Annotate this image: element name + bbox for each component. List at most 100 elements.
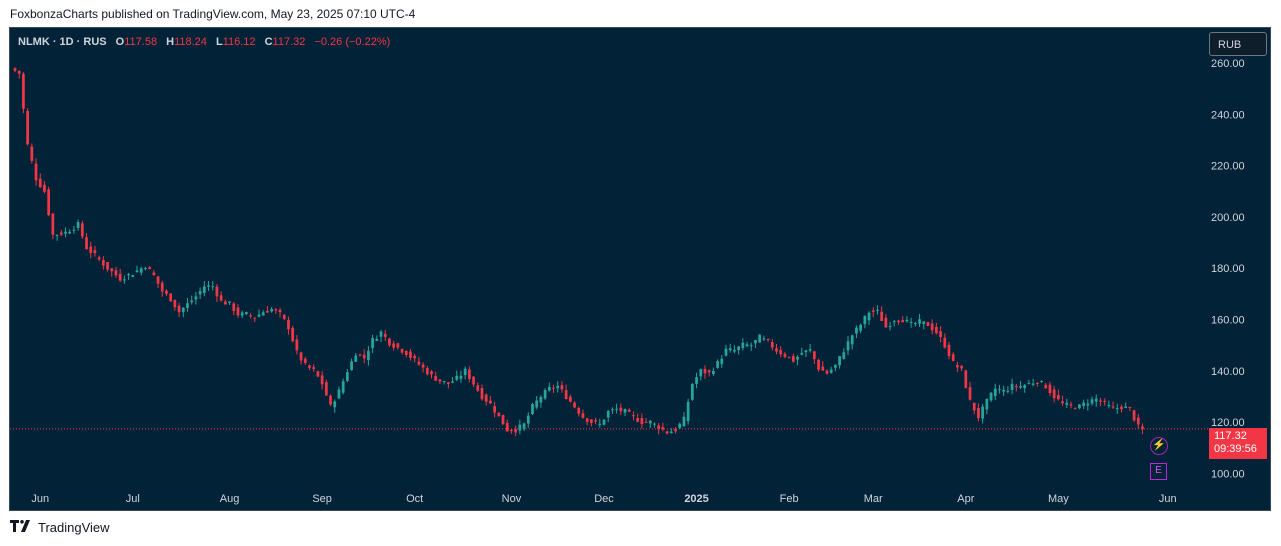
candle-body (661, 427, 665, 430)
candle-body (855, 327, 858, 334)
candlestick-chart[interactable]: 260.00 240.00 220.00 200.00 180.00 160.00 140.… (10, 28, 1271, 511)
candle-body (871, 310, 875, 312)
tradingview-logo-icon[interactable] (10, 520, 34, 535)
candle-body (68, 231, 72, 234)
candle-body (434, 376, 438, 381)
candle-body (13, 68, 17, 71)
candle-body (758, 334, 762, 343)
candle-body (678, 423, 682, 429)
candle-body (396, 343, 400, 348)
candle-body (598, 423, 602, 425)
candle-body (211, 286, 215, 288)
candle-body (85, 237, 88, 250)
candle-body (480, 388, 484, 400)
candle-body (354, 355, 358, 362)
candle-body (964, 370, 968, 389)
candle-body (1141, 426, 1144, 429)
candle-body (522, 423, 526, 430)
candle-body (472, 376, 475, 385)
earnings-badge[interactable]: E (1150, 463, 1167, 480)
candle-body (320, 375, 324, 385)
candle-body (97, 257, 101, 260)
candle-body (232, 303, 236, 312)
candle-body (577, 408, 581, 414)
candle-body (43, 184, 46, 192)
last-price-value: 117.32 (1214, 430, 1247, 442)
candle-body (909, 321, 913, 323)
candle-body (825, 370, 829, 374)
candle-body (657, 425, 661, 430)
candle-body (223, 301, 227, 305)
candle-body (409, 351, 412, 358)
candle-body (640, 418, 644, 425)
candle-body (144, 268, 147, 270)
x-tick-label: Apr (957, 493, 974, 505)
x-tick-label: Mar (864, 493, 883, 505)
candle-body (754, 339, 757, 344)
candle-body (716, 361, 719, 368)
candle-body (547, 386, 551, 391)
candle-body (905, 319, 909, 322)
candle-body (846, 341, 850, 351)
currency-button[interactable]: RUB (1209, 32, 1267, 56)
candle-body (303, 358, 307, 364)
lightning-icon[interactable]: ⚡ (1150, 437, 1168, 455)
legend-symbol[interactable]: NLMK · 1D · RUS (18, 36, 107, 48)
candle-body (762, 338, 766, 340)
candle-body (884, 317, 888, 328)
x-tick-label: 2025 (684, 493, 708, 505)
y-tick-label: 120.00 (1211, 417, 1245, 429)
candle-body (438, 379, 442, 382)
candle-body (859, 324, 863, 331)
candle-body (703, 368, 707, 374)
candle-body (619, 407, 623, 412)
candle-body (253, 317, 257, 319)
candle-body (329, 395, 332, 405)
x-tick-label: Nov (502, 493, 522, 505)
candle-body (446, 382, 450, 384)
last-price-tag: 117.32 09:39:56 (1209, 428, 1267, 459)
candle-body (796, 356, 799, 360)
candle-body (939, 331, 942, 337)
candle-body (30, 146, 34, 161)
x-tick-label: May (1048, 493, 1069, 505)
candle-body (34, 163, 38, 181)
candle-body (590, 419, 593, 424)
candle-body (497, 412, 501, 417)
x-tick-label: Dec (594, 493, 614, 505)
candle-body (463, 368, 467, 375)
candle-body (1040, 380, 1043, 382)
candle-body (556, 385, 560, 389)
candle-body (337, 389, 341, 399)
candle-body (421, 364, 425, 368)
y-tick-label: 200.00 (1211, 212, 1245, 224)
y-tick-label: 220.00 (1211, 161, 1245, 173)
candle-body (615, 408, 618, 410)
candle-body (1014, 385, 1018, 387)
footer: TradingView (10, 520, 110, 535)
candle-body (644, 421, 648, 423)
candle-body (981, 406, 985, 419)
candle-body (207, 285, 210, 287)
candle-body (219, 295, 223, 301)
candle-body (535, 400, 539, 408)
x-tick-label: Jun (31, 493, 49, 505)
candle-body (627, 409, 631, 412)
candle-body (312, 367, 316, 369)
candle-body (257, 314, 261, 317)
chart-frame[interactable]: 260.00 240.00 220.00 200.00 180.00 160.00 140.… (9, 27, 1271, 511)
candle-body (783, 353, 787, 357)
candle-body (779, 350, 783, 355)
publish-line: FoxbonzaCharts published on TradingView.… (10, 7, 416, 21)
y-tick-label: 180.00 (1211, 263, 1245, 275)
candle-body (1057, 395, 1060, 400)
candle-body (333, 401, 337, 408)
footer-brand[interactable]: TradingView (38, 520, 110, 535)
candle-body (943, 337, 947, 348)
candle-body (1065, 402, 1069, 405)
candle-body (1124, 406, 1128, 408)
candle-body (1048, 384, 1052, 394)
candle-body (623, 409, 627, 413)
candle-body (922, 321, 926, 324)
candle-body (274, 309, 278, 311)
